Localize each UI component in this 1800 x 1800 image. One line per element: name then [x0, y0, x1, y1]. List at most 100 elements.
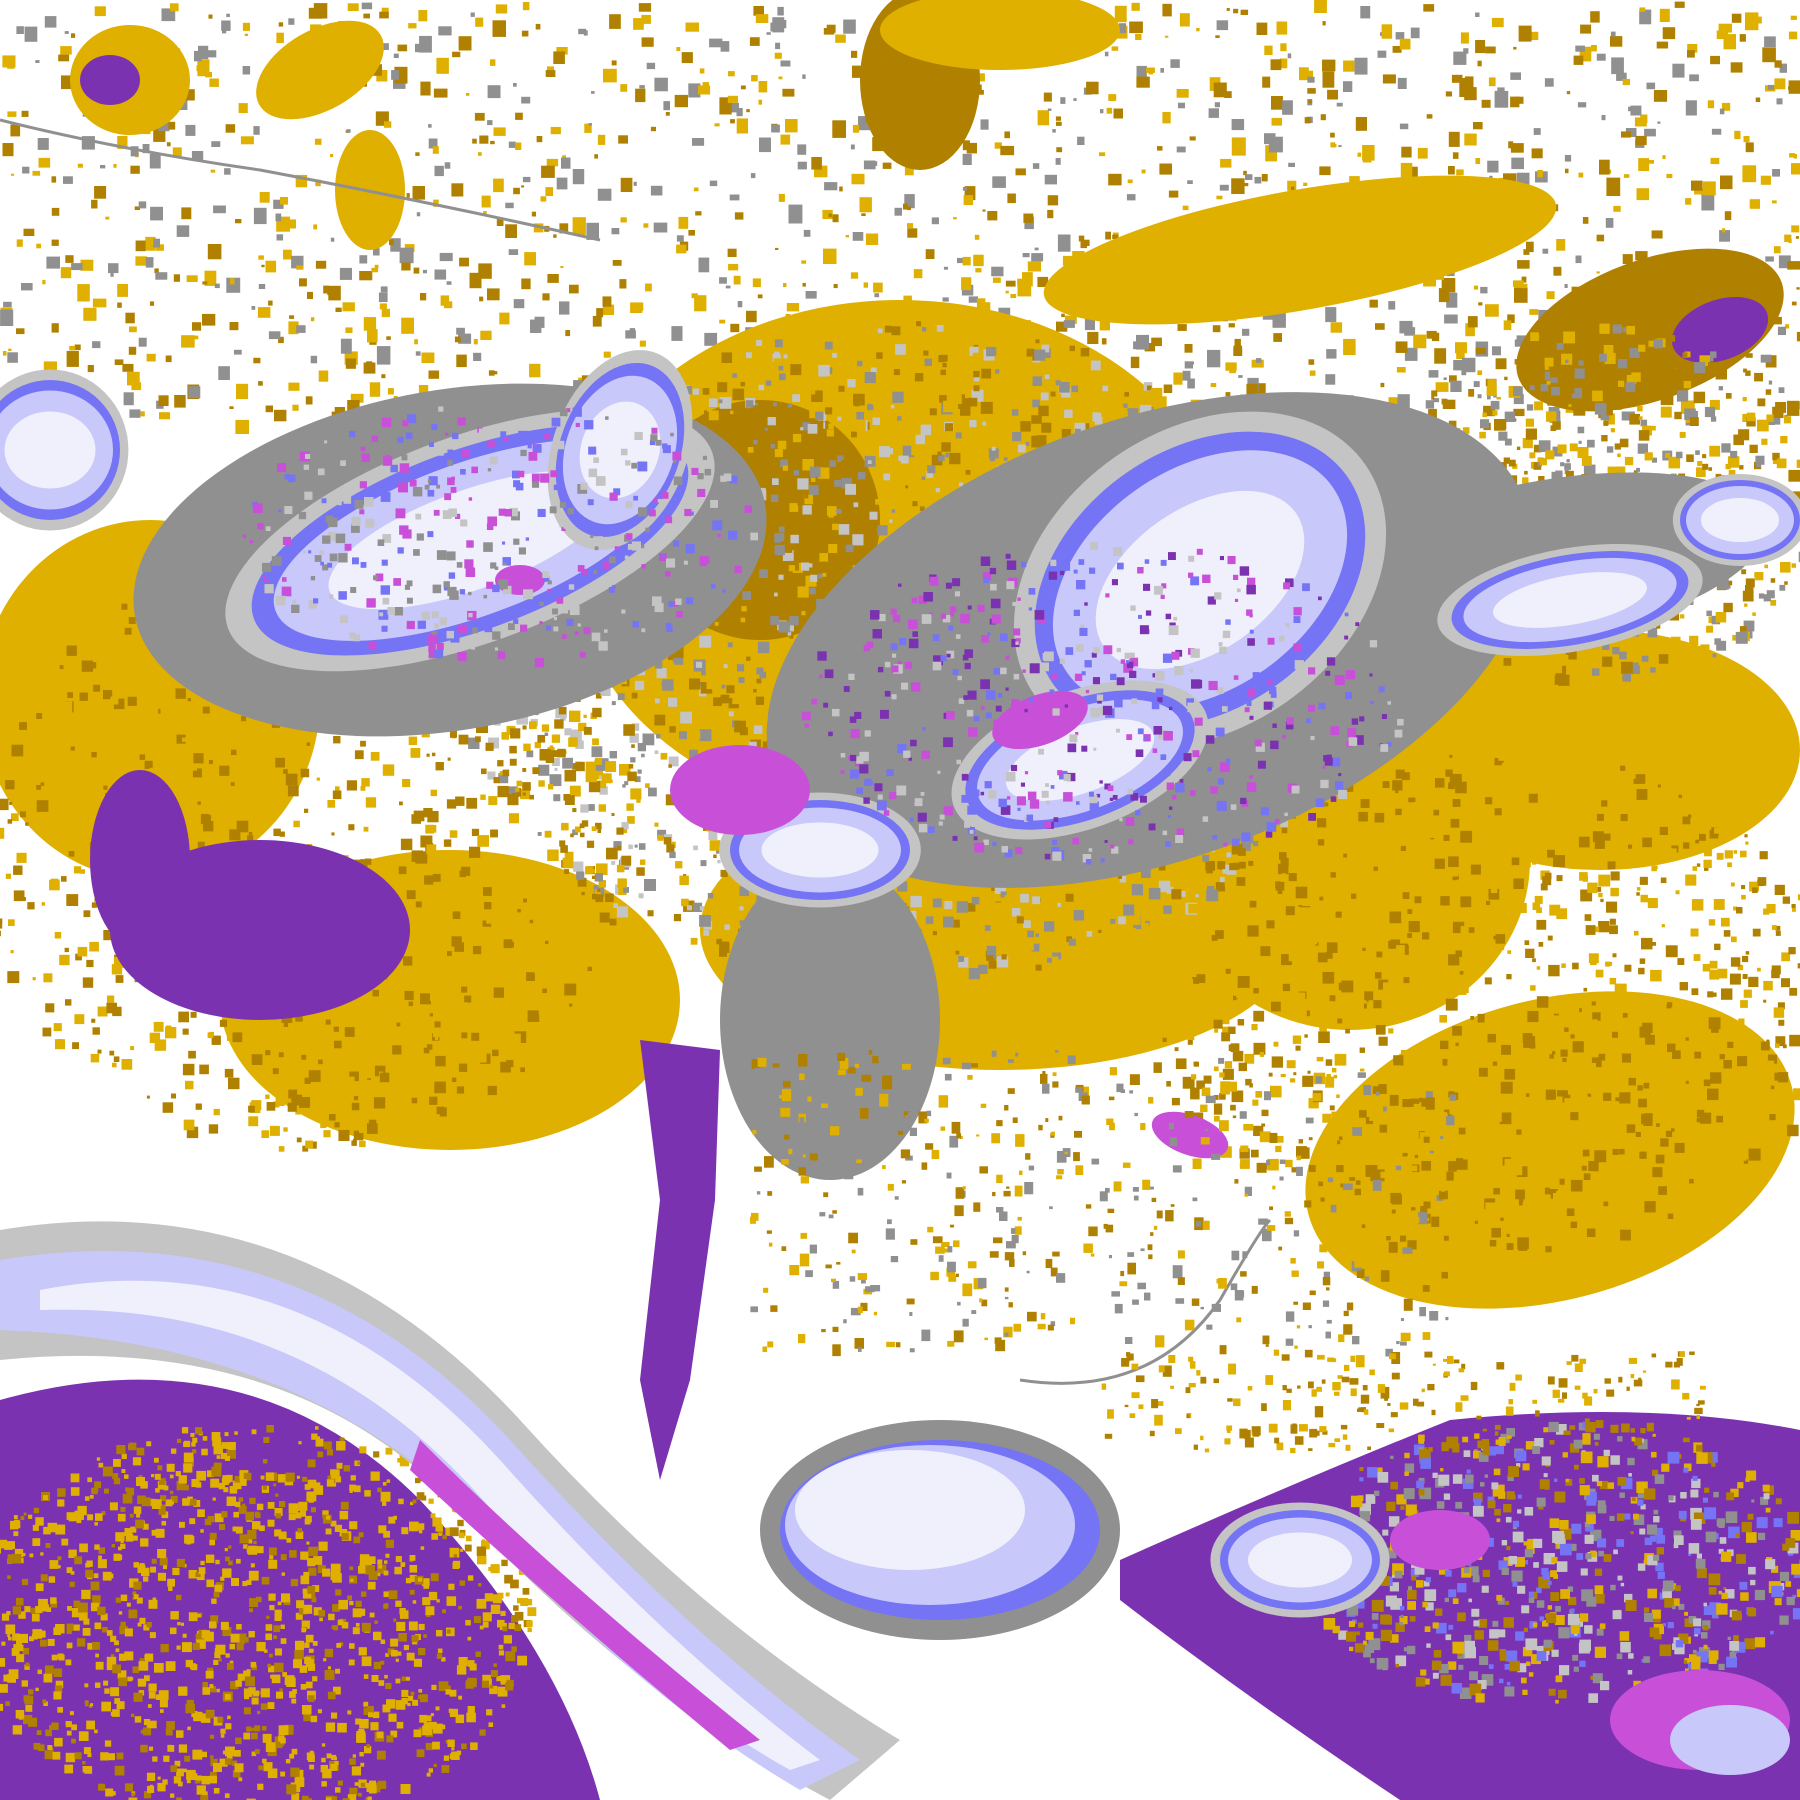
gold-speckle — [569, 710, 581, 722]
gold-speckle — [619, 764, 631, 776]
gold-speckle — [728, 711, 734, 717]
gold-speckle — [61, 876, 67, 882]
gold-speckle — [1485, 304, 1499, 317]
gold-speckle — [558, 1017, 570, 1028]
gold-speckle — [1596, 813, 1604, 821]
gold-speckle — [1111, 46, 1119, 51]
gold-speckle — [279, 831, 285, 837]
gold-speckle — [732, 373, 737, 378]
gold-speckle — [1591, 1001, 1596, 1006]
gold-speckle — [347, 3, 359, 11]
gold-speckle — [739, 906, 744, 911]
gold-speckle — [1547, 935, 1553, 941]
gold-speckle — [1782, 896, 1790, 904]
gold-speckle — [1452, 1026, 1462, 1036]
gold-speckle — [1717, 1110, 1729, 1121]
gold-speckle — [1619, 1148, 1625, 1155]
gold-speckle — [527, 1010, 540, 1022]
gold-speckle — [257, 784, 263, 791]
gold-speckle — [1262, 76, 1271, 88]
gold-speckle — [1755, 16, 1762, 24]
gold-speckle — [886, 448, 894, 455]
gold-speckle — [224, 1068, 234, 1078]
gold-speckle — [1256, 1162, 1267, 1173]
gold-speckle — [166, 676, 177, 687]
gold-speckle — [1770, 1085, 1775, 1090]
gold-speckle — [1325, 307, 1337, 323]
gold-speckle — [857, 360, 863, 367]
gold-speckle — [59, 954, 70, 966]
gold-speckle — [762, 357, 770, 365]
gold-speckle — [1494, 808, 1502, 816]
gold-speckle — [1343, 853, 1347, 858]
gold-speckle — [1069, 345, 1075, 352]
gold-speckle — [1455, 1042, 1459, 1046]
gold-speckle — [757, 641, 770, 654]
gold-speckle — [648, 787, 657, 797]
gold-speckle — [461, 1032, 468, 1039]
gold-speckle — [1136, 76, 1150, 88]
gold-speckle — [1251, 359, 1264, 368]
gold-speckle — [1060, 97, 1066, 104]
gold-speckle — [984, 934, 994, 944]
gold-speckle — [232, 785, 243, 796]
gold-speckle — [1219, 855, 1224, 860]
gold-speckle — [603, 68, 617, 83]
gold-speckle — [1789, 153, 1795, 158]
gold-speckle — [65, 783, 73, 790]
gold-speckle — [1662, 155, 1666, 159]
gold-speckle — [1742, 974, 1748, 979]
gold-speckle — [578, 28, 587, 35]
gold-speckle — [76, 705, 88, 718]
gold-speckle — [907, 223, 914, 229]
gold-speckle — [1288, 162, 1295, 167]
gold-speckle — [621, 855, 632, 866]
gold-speckle — [660, 752, 668, 760]
gold-speckle — [746, 352, 752, 359]
gold-speckle — [1003, 457, 1008, 461]
gold-speckle — [1760, 175, 1771, 185]
gold-speckle — [272, 1068, 279, 1075]
gold-speckle — [1575, 45, 1585, 52]
gold-speckle — [1610, 31, 1616, 37]
gold-speckle — [323, 1130, 331, 1138]
gold-speckle — [150, 206, 163, 221]
gold-speckle — [1676, 841, 1687, 851]
gold-speckle — [672, 646, 684, 658]
gold-speckle — [853, 502, 859, 508]
gold-speckle — [193, 335, 199, 340]
gold-speckle — [251, 1054, 263, 1065]
gold-speckle — [811, 157, 822, 170]
gold-speckle — [910, 895, 922, 908]
gold-speckle — [663, 101, 670, 111]
gold-speckle — [38, 157, 51, 168]
gold-speckle — [77, 818, 83, 823]
gold-speckle — [889, 519, 893, 523]
gold-speckle — [1438, 288, 1450, 303]
gold-speckle — [166, 142, 171, 147]
gold-speckle — [456, 354, 467, 368]
gold-speckle — [1228, 323, 1235, 328]
gold-speckle — [803, 494, 813, 505]
gold-speckle — [824, 341, 833, 350]
gold-speckle — [92, 1027, 100, 1035]
gold-speckle — [771, 494, 779, 502]
gold-speckle — [508, 249, 519, 255]
gold-speckle — [1404, 327, 1416, 336]
gold-speckle — [1513, 280, 1524, 287]
gold-speckle — [845, 417, 850, 422]
gold-speckle — [1445, 769, 1453, 777]
gold-speckle — [1738, 1018, 1745, 1025]
gold-speckle — [190, 764, 197, 771]
gold-speckle — [481, 195, 491, 208]
gold-speckle — [1428, 370, 1439, 378]
gold-speckle — [903, 203, 908, 210]
gold-speckle — [913, 336, 925, 348]
gold-speckle — [1164, 35, 1169, 38]
gold-speckle — [1282, 100, 1293, 115]
gold-speckle — [515, 787, 520, 792]
gold-speckle — [1670, 848, 1677, 855]
gold-speckle — [1040, 392, 1049, 401]
gold-speckle — [56, 773, 68, 785]
gold-speckle — [1101, 338, 1107, 345]
